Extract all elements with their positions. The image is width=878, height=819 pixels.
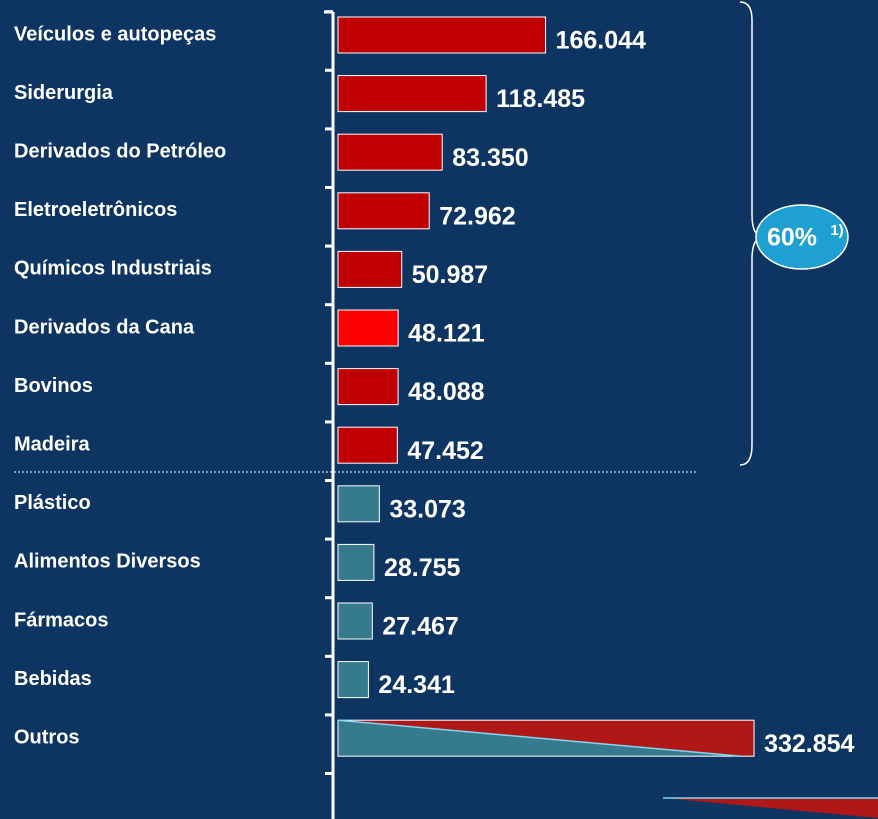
value-label: 48.088: [408, 378, 485, 406]
bar: [337, 250, 403, 288]
bar: [337, 602, 373, 640]
category-label: Químicos Industriais: [14, 258, 212, 280]
value-label: 24.341: [378, 671, 455, 699]
bar: [337, 661, 369, 699]
bar: [337, 133, 443, 171]
category-label: Veículos e autopeças: [14, 23, 216, 45]
category-label: Derivados da Cana: [14, 316, 195, 338]
value-label: 48.121: [408, 320, 485, 348]
bar: [337, 309, 399, 347]
decoration: [663, 798, 878, 818]
category-label: Plástico: [14, 492, 91, 514]
bar-diagonal: [337, 719, 742, 757]
category-label: Bebidas: [14, 668, 92, 690]
category-label: Siderurgia: [14, 82, 114, 104]
value-label: 33.073: [389, 495, 465, 523]
category-label: Outros: [14, 726, 80, 748]
bar: [337, 719, 755, 757]
callout-note: 1): [830, 222, 843, 239]
value-label: 83.350: [452, 144, 528, 172]
value-label: 47.452: [407, 437, 483, 465]
category-label: Madeira: [14, 433, 90, 455]
bar: [337, 75, 487, 113]
bar-outline: [337, 719, 755, 757]
value-label: 27.467: [382, 613, 458, 641]
bar: [337, 426, 398, 464]
bar: [337, 368, 399, 406]
value-label: 118.485: [496, 85, 585, 113]
category-label: Bovinos: [14, 375, 93, 397]
value-label: 72.962: [439, 202, 515, 230]
bar: [337, 543, 375, 581]
bar: [337, 192, 430, 230]
bar: [337, 16, 547, 54]
category-label: Fármacos: [14, 609, 109, 631]
category-label: Eletroeletrônicos: [14, 199, 177, 221]
callout-text: 60%: [767, 224, 817, 252]
bar: [337, 485, 380, 523]
category-label: Alimentos Diversos: [14, 551, 201, 573]
value-label: 50.987: [412, 261, 488, 289]
callout: [755, 204, 849, 270]
category-label: Derivados do Petróleo: [14, 140, 226, 162]
value-label: 28.755: [384, 554, 461, 582]
value-label: 166.044: [556, 27, 646, 55]
value-label: 332.854: [764, 730, 854, 758]
